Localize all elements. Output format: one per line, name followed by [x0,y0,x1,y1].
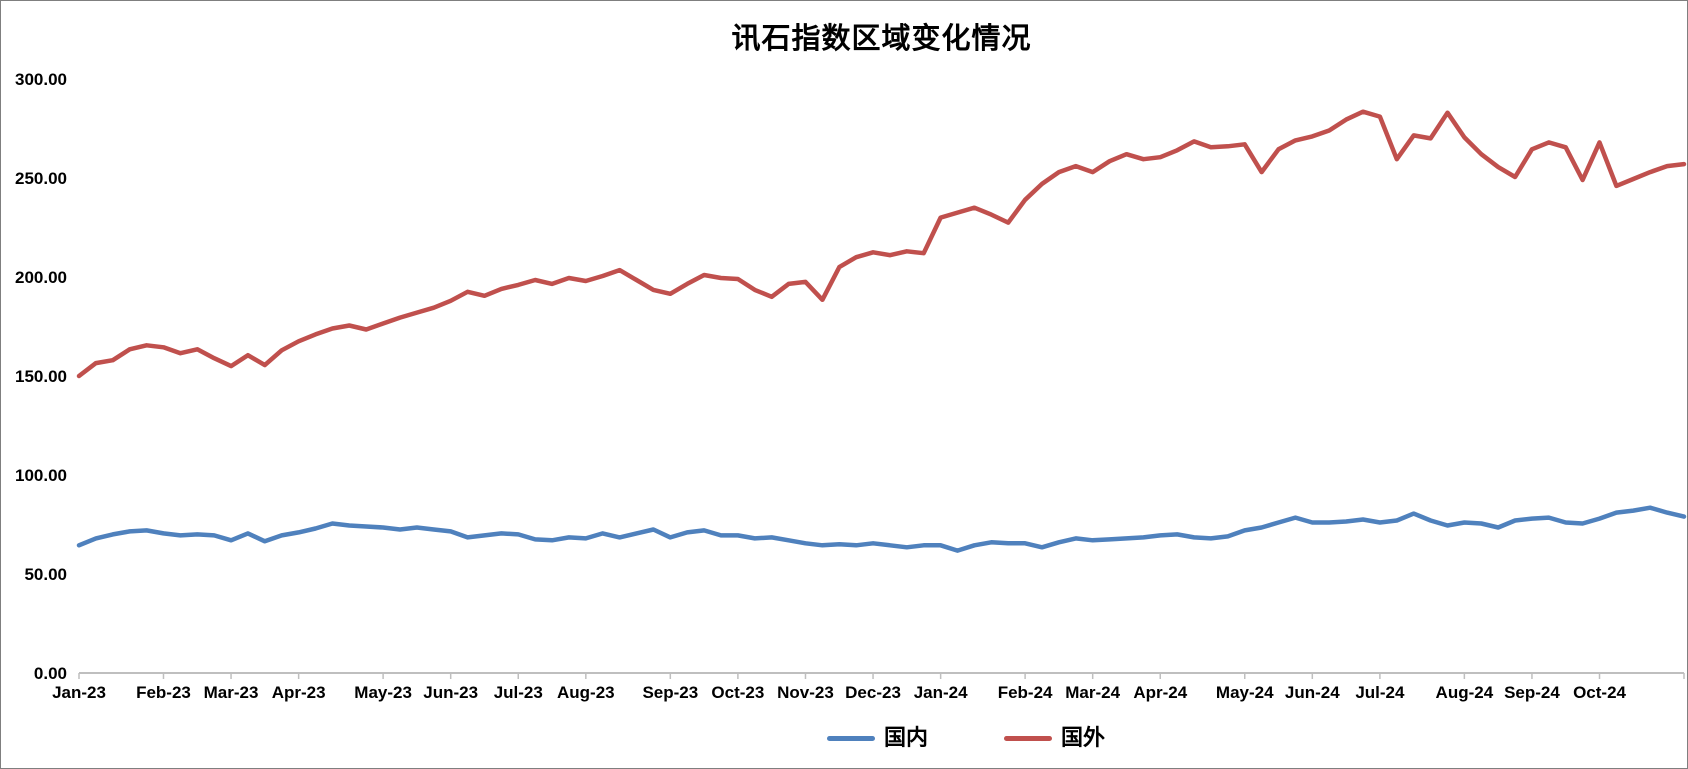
x-axis-label: Jul-24 [1355,683,1405,702]
x-axis-label: Mar-23 [204,683,259,702]
y-axis-label: 300.00 [15,70,67,89]
x-axis-label: Mar-24 [1065,683,1120,702]
chart-legend: 国内 国外 [827,727,1105,749]
x-axis-label: Apr-24 [1133,683,1187,702]
x-axis-label: May-24 [1216,683,1274,702]
x-axis-label: Jun-24 [1285,683,1340,702]
x-axis-label: Oct-23 [711,683,764,702]
x-axis-label: Feb-24 [998,683,1053,702]
legend-label-foreign: 国外 [1061,725,1106,750]
legend-item-foreign: 国外 [1004,727,1105,749]
y-axis-label: 0.00 [34,664,67,683]
x-axis-label: May-23 [354,683,412,702]
y-axis-label: 250.00 [15,169,67,188]
legend-item-domestic: 国内 [827,727,928,749]
x-axis-label: Oct-24 [1573,683,1626,702]
y-axis-label: 50.00 [24,565,67,584]
x-axis-label: Jun-23 [423,683,478,702]
x-axis-label: Aug-24 [1436,683,1494,702]
y-axis-label: 100.00 [15,466,67,485]
x-axis-label: Feb-23 [136,683,191,702]
x-axis-label: Sep-23 [642,683,698,702]
x-axis-label: Jan-24 [914,683,968,702]
series-line-domestic [76,505,1687,553]
chart-title: 讯石指数区域变化情况 [731,23,1032,55]
y-axis-label: 200.00 [15,268,67,287]
x-axis-label: Dec-23 [845,683,901,702]
x-axis-label: Apr-23 [272,683,326,702]
y-axis-label: 150.00 [15,367,67,386]
x-axis-label: Aug-23 [557,683,615,702]
foreign-line-swatch [1004,735,1053,741]
domestic-line-swatch [827,735,875,741]
legend-label-domestic: 国内 [884,725,929,750]
x-axis-label: Nov-23 [777,683,834,702]
x-axis-label: Jul-23 [494,683,543,702]
x-axis-label: Sep-24 [1504,683,1560,702]
series-line-foreign [76,109,1687,379]
x-axis-label: Jan-23 [52,683,106,702]
